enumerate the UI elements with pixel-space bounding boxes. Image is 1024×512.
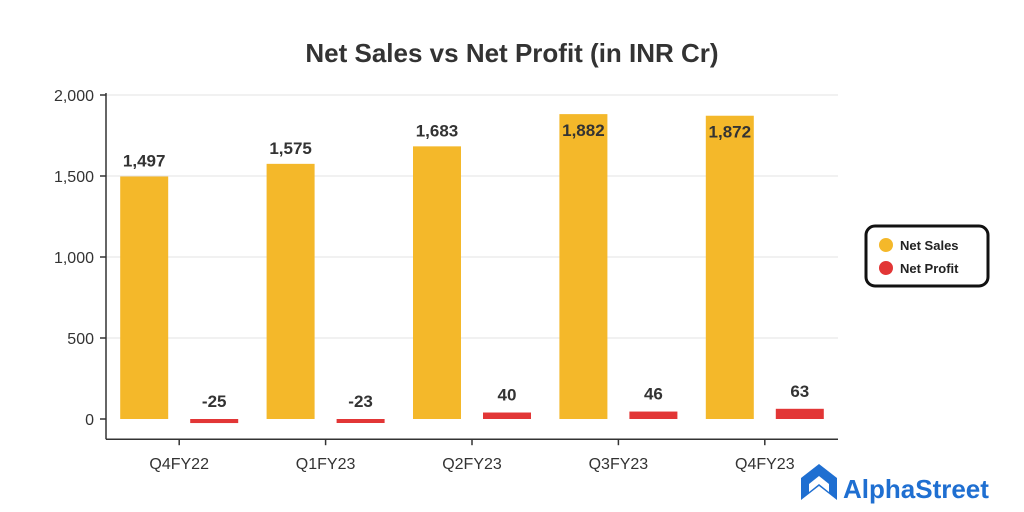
brand-name: AlphaStreet	[843, 474, 989, 504]
bar-net-sales	[266, 163, 315, 419]
data-label-net-sales: 1,575	[269, 139, 312, 158]
y-tick-labels: 0 500 1,000 1,500 2,000	[54, 88, 106, 429]
y-tick-label: 500	[67, 331, 94, 348]
alphastreet-logo-icon	[801, 464, 837, 500]
bar-net-profit	[483, 412, 531, 419]
x-tick-labels: Q4FY22 Q1FY23 Q2FY23 Q3FY23 Q4FY23	[149, 439, 795, 473]
data-label-net-profit: 46	[644, 385, 663, 404]
bar-net-sales	[705, 115, 754, 420]
data-label-net-sales: 1,872	[709, 123, 752, 142]
x-tick-label: Q3FY23	[589, 456, 649, 473]
legend-label-net-sales: Net Sales	[900, 238, 959, 253]
data-label-net-profit: 63	[790, 382, 809, 401]
legend-marker-net-sales	[879, 238, 893, 252]
x-tick-label: Q4FY23	[735, 456, 795, 473]
bar-net-sales	[559, 114, 608, 419]
bar-net-profit	[775, 408, 824, 419]
bars	[120, 114, 824, 424]
bar-net-sales	[413, 146, 461, 419]
data-label-net-sales: 1,882	[562, 121, 605, 140]
legend-label-net-profit: Net Profit	[900, 261, 959, 276]
data-label-net-profit: -23	[348, 392, 373, 411]
bar-net-sales	[120, 176, 169, 419]
legend-box	[864, 224, 990, 288]
y-tick-label: 0	[85, 412, 94, 429]
y-tick-label: 2,000	[54, 88, 94, 105]
legend: Net Sales Net Profit	[864, 224, 990, 288]
data-label-net-sales: 1,683	[416, 121, 459, 140]
bar-net-profit	[336, 419, 385, 423]
x-tick-label: Q1FY23	[296, 456, 356, 473]
bar-net-profit	[190, 419, 239, 424]
y-tick-label: 1,500	[54, 169, 94, 186]
data-labels: 1,497 -25 1,575 -23 1,683 40 1,882 46 1,872 63	[123, 121, 809, 411]
data-label-net-profit: -25	[202, 392, 227, 411]
data-label-net-sales: 1,497	[123, 151, 166, 170]
bar-net-profit	[629, 411, 678, 419]
y-tick-label: 1,000	[54, 250, 94, 267]
legend-marker-net-profit	[879, 261, 893, 275]
brand-logo: AlphaStreet	[801, 464, 989, 504]
x-tick-label: Q2FY23	[442, 456, 502, 473]
chart-title: Net Sales vs Net Profit (in INR Cr)	[305, 38, 718, 68]
x-tick-label: Q4FY22	[149, 456, 209, 473]
data-label-net-profit: 40	[498, 386, 517, 405]
